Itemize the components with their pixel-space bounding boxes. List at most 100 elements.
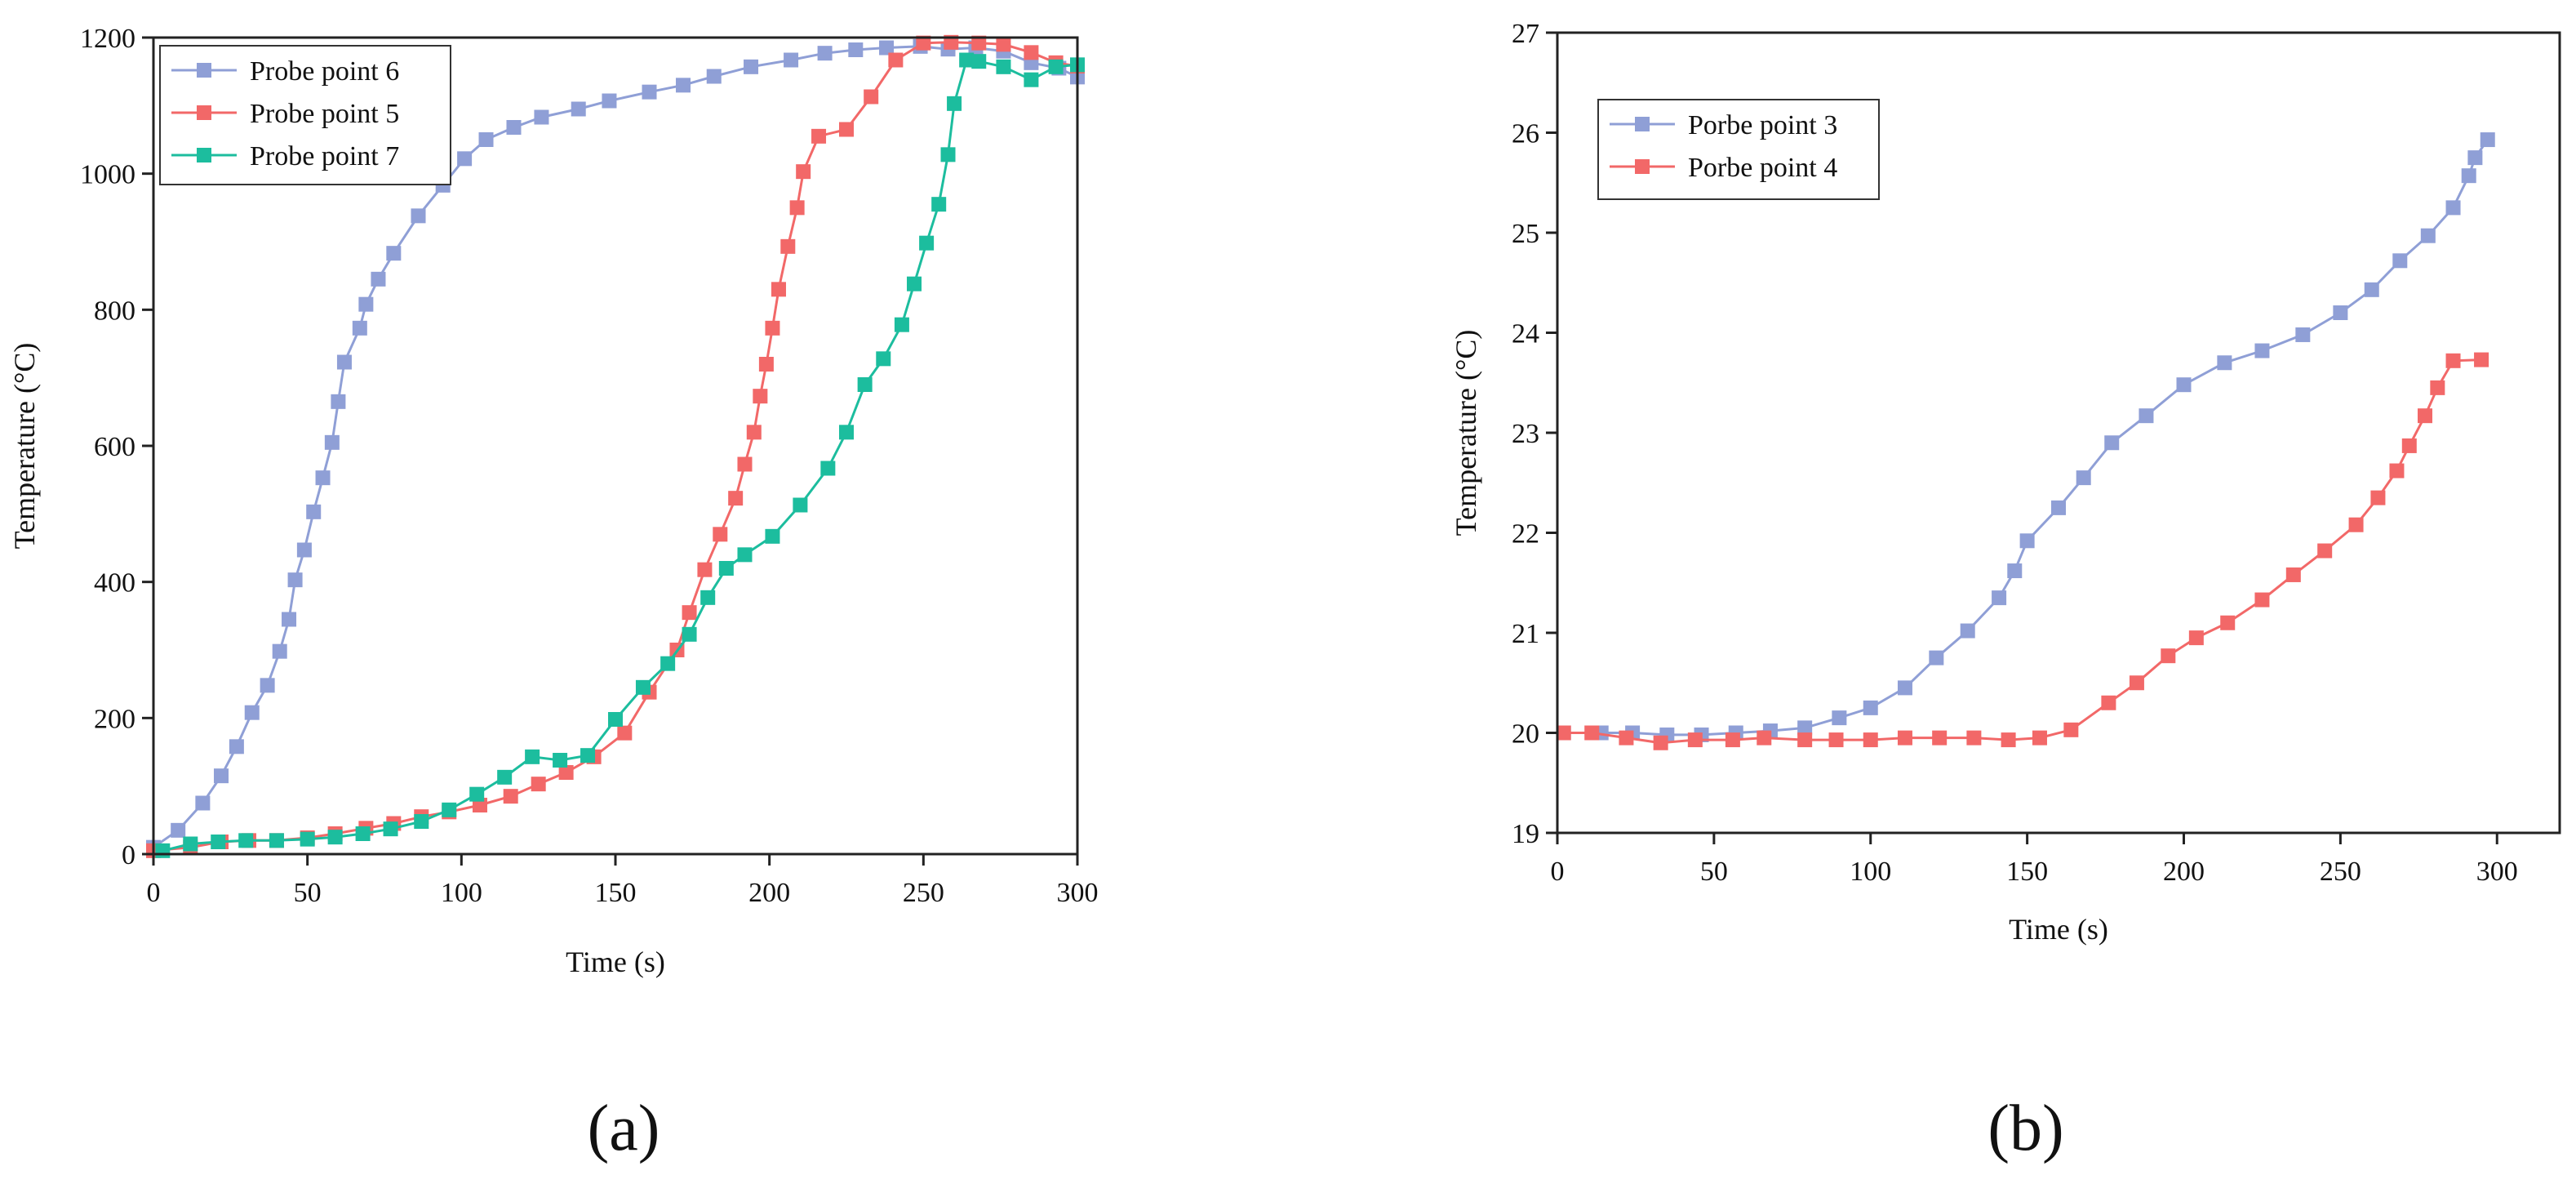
data-point-series-2 <box>469 786 485 802</box>
data-point-series-1 <box>1619 730 1634 746</box>
data-point-series-0 <box>2467 150 2483 166</box>
panel-a-y-ticks: 0 200 400 600 800 1000 1200 <box>80 24 153 870</box>
x-tick-label: 250 <box>903 878 944 908</box>
data-point-series-2 <box>414 814 429 829</box>
data-point-series-0 <box>2392 253 2408 269</box>
data-point-series-0 <box>1897 680 1912 696</box>
data-point-series-0 <box>229 739 244 754</box>
data-point-series-2 <box>839 425 854 440</box>
data-point-series-1 <box>811 128 827 144</box>
data-point-series-1 <box>2348 517 2364 532</box>
legend-entry: Probe point 7 <box>171 141 399 171</box>
data-point-series-0 <box>2445 200 2461 216</box>
data-point-series-2 <box>442 802 457 817</box>
data-point-series-1 <box>2474 352 2489 367</box>
data-point-series-1 <box>531 777 546 792</box>
data-point-series-1 <box>1687 732 1703 748</box>
data-point-series-0 <box>260 678 275 693</box>
data-point-series-1 <box>2001 732 2016 748</box>
data-point-series-0 <box>2461 168 2476 184</box>
x-tick-label: 150 <box>2006 857 2048 887</box>
data-point-series-2 <box>940 147 956 162</box>
data-point-series-0 <box>2076 470 2091 486</box>
data-point-series-0 <box>642 84 657 100</box>
data-point-series-0 <box>817 46 833 61</box>
data-point-series-1 <box>888 52 904 68</box>
data-point-series-0 <box>1960 623 1975 639</box>
data-point-series-0 <box>282 612 297 627</box>
y-tick-label: 22 <box>1512 519 1539 550</box>
data-point-series-1 <box>2188 630 2204 646</box>
y-tick-label: 800 <box>94 296 135 326</box>
panel-b-legend: Porbe point 3 Porbe point 4 <box>1597 99 1880 200</box>
data-point-series-1 <box>2401 438 2417 453</box>
y-tick-label: 20 <box>1512 719 1539 750</box>
data-point-series-2 <box>300 831 315 847</box>
panel-a-legend: Probe point 6 Probe point 5 Probe point 7 <box>159 45 451 185</box>
data-point-series-1 <box>746 425 762 440</box>
data-point-series-0 <box>371 271 386 287</box>
data-point-series-2 <box>155 843 171 858</box>
data-point-series-0 <box>784 52 799 68</box>
data-point-series-0 <box>2007 563 2023 579</box>
data-point-series-0 <box>706 69 722 84</box>
data-point-series-0 <box>386 246 402 261</box>
data-point-series-0 <box>1832 710 1847 726</box>
x-tick-label: 200 <box>748 878 790 908</box>
data-point-series-0 <box>2019 533 2035 549</box>
data-point-series-0 <box>171 822 186 838</box>
legend-marker <box>197 63 211 78</box>
data-point-series-1 <box>697 562 713 577</box>
legend-label: Probe point 6 <box>250 56 399 87</box>
data-point-series-2 <box>971 54 987 69</box>
data-point-series-2 <box>820 461 836 476</box>
x-tick-label: 50 <box>294 878 322 908</box>
y-tick-label: 0 <box>122 840 135 870</box>
data-point-series-1 <box>2285 567 2301 582</box>
data-point-series-2 <box>700 590 716 605</box>
data-point-series-1 <box>503 789 518 804</box>
data-point-series-2 <box>269 833 284 848</box>
y-tick-label: 24 <box>1512 319 1539 349</box>
data-point-series-0 <box>602 93 617 109</box>
legend-label: Probe point 5 <box>250 99 399 129</box>
data-point-series-0 <box>1863 700 1878 715</box>
data-point-series-1 <box>2430 380 2445 395</box>
data-point-series-0 <box>272 643 287 659</box>
data-point-series-0 <box>1929 650 1944 665</box>
data-point-series-0 <box>478 132 494 147</box>
data-point-series-1 <box>916 35 931 51</box>
y-tick-label: 19 <box>1512 819 1539 849</box>
x-tick-label: 100 <box>1850 857 1891 887</box>
data-point-series-1 <box>996 37 1011 52</box>
data-point-series-0 <box>2104 435 2120 451</box>
data-point-series-2 <box>793 497 808 513</box>
y-tick-label: 21 <box>1512 619 1539 649</box>
data-point-series-0 <box>2217 355 2232 371</box>
data-point-series-1 <box>737 456 753 472</box>
data-point-series-0 <box>534 109 549 125</box>
data-point-series-2 <box>996 59 1011 74</box>
panel-a-y-axis-label: Temperature (°C) <box>8 343 41 550</box>
legend-entry: Porbe point 4 <box>1610 153 1837 183</box>
panel-a-caption: (a) <box>588 1093 660 1164</box>
y-tick-label: 200 <box>94 704 135 734</box>
data-point-series-2 <box>718 561 734 576</box>
data-point-series-0 <box>506 120 522 135</box>
data-point-series-0 <box>2254 343 2270 358</box>
data-point-series-0 <box>2051 500 2066 515</box>
data-point-series-1 <box>796 164 811 180</box>
data-point-series-1 <box>1556 725 1571 741</box>
panel-a-x-ticks: 0 50 100 150 200 250 300 <box>147 854 1099 908</box>
y-tick-label: 600 <box>94 432 135 462</box>
data-point-series-2 <box>1048 59 1064 74</box>
data-point-series-1 <box>558 765 574 780</box>
y-tick-label: 27 <box>1512 19 1539 49</box>
data-point-series-1 <box>758 357 774 372</box>
data-point-series-1 <box>1725 732 1740 748</box>
data-point-series-1 <box>2445 353 2461 368</box>
data-point-series-2 <box>497 769 513 785</box>
data-point-series-1 <box>1966 730 1982 746</box>
data-point-series-1 <box>2161 648 2176 664</box>
data-point-series-1 <box>839 122 854 137</box>
